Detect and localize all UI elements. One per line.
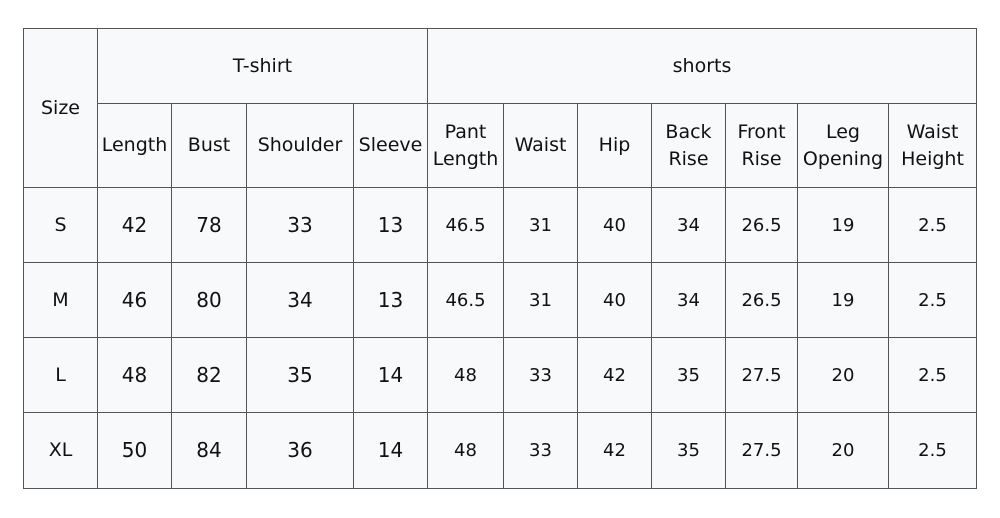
value-cell: 35 bbox=[651, 337, 726, 413]
value-cell: 35 bbox=[651, 412, 726, 489]
value-cell: 14 bbox=[353, 337, 428, 413]
size-cell: S bbox=[23, 187, 98, 263]
column-header: Sleeve bbox=[353, 103, 428, 188]
value-cell: 2.5 bbox=[888, 337, 977, 413]
value-cell: 31 bbox=[503, 187, 578, 263]
size-header: Size bbox=[23, 28, 98, 188]
value-cell: 13 bbox=[353, 187, 428, 263]
value-cell: 46.5 bbox=[427, 262, 504, 338]
group-header-tshirt: T-shirt bbox=[97, 28, 428, 104]
column-header-line: Rise bbox=[668, 147, 709, 170]
table-row: L 48 82 35 14 48 33 42 35 27.5 20 2.5 bbox=[23, 337, 977, 413]
column-header-line: Hip bbox=[598, 134, 631, 156]
size-cell: L bbox=[23, 337, 98, 413]
value-cell: 48 bbox=[427, 337, 504, 413]
value-cell: 34 bbox=[651, 262, 726, 338]
column-header-line: Sleeve bbox=[358, 134, 423, 156]
column-header: Front Rise bbox=[725, 103, 798, 188]
value-cell: 42 bbox=[97, 187, 172, 263]
value-cell: 20 bbox=[797, 412, 889, 489]
value-cell: 35 bbox=[246, 337, 354, 413]
value-cell: 48 bbox=[427, 412, 504, 489]
value-cell: 26.5 bbox=[725, 187, 798, 263]
value-cell: 26.5 bbox=[725, 262, 798, 338]
column-header-line: Rise bbox=[741, 147, 782, 170]
value-cell: 36 bbox=[246, 412, 354, 489]
value-cell: 33 bbox=[503, 337, 578, 413]
column-header: Leg Opening bbox=[797, 103, 889, 188]
column-header: Pant Length bbox=[427, 103, 504, 188]
column-header-line: Length bbox=[101, 134, 168, 156]
value-cell: 34 bbox=[651, 187, 726, 263]
column-header-line: Length bbox=[432, 147, 499, 170]
size-chart-table: Size T-shirt shorts Length Bust Shoulder Sl… bbox=[23, 28, 977, 489]
value-cell: 31 bbox=[503, 262, 578, 338]
value-cell: 2.5 bbox=[888, 262, 977, 338]
value-cell: 33 bbox=[246, 187, 354, 263]
value-cell: 84 bbox=[171, 412, 247, 489]
value-cell: 40 bbox=[577, 262, 652, 338]
value-cell: 14 bbox=[353, 412, 428, 489]
column-header-line: Back bbox=[665, 120, 712, 143]
column-header-line: Height bbox=[901, 147, 964, 170]
value-cell: 19 bbox=[797, 187, 889, 263]
group-header-shorts: shorts bbox=[427, 28, 977, 104]
column-header-line: Front bbox=[737, 120, 786, 143]
value-cell: 27.5 bbox=[725, 337, 798, 413]
column-header: Length bbox=[97, 103, 172, 188]
value-cell: 27.5 bbox=[725, 412, 798, 489]
size-cell: M bbox=[23, 262, 98, 338]
value-cell: 40 bbox=[577, 187, 652, 263]
column-header: Back Rise bbox=[651, 103, 726, 188]
value-cell: 42 bbox=[577, 337, 652, 413]
value-cell: 50 bbox=[97, 412, 172, 489]
column-header: Waist Height bbox=[888, 103, 977, 188]
column-header-line: Waist bbox=[514, 134, 567, 156]
value-cell: 33 bbox=[503, 412, 578, 489]
value-cell: 13 bbox=[353, 262, 428, 338]
column-header-line: Leg bbox=[825, 120, 860, 143]
value-cell: 78 bbox=[171, 187, 247, 263]
column-header: Waist bbox=[503, 103, 578, 188]
column-header: Shoulder bbox=[246, 103, 354, 188]
column-header: Bust bbox=[171, 103, 247, 188]
column-header-line: Pant bbox=[444, 120, 487, 143]
value-cell: 82 bbox=[171, 337, 247, 413]
value-cell: 19 bbox=[797, 262, 889, 338]
size-cell: XL bbox=[23, 412, 98, 489]
value-cell: 2.5 bbox=[888, 187, 977, 263]
column-header-line: Waist bbox=[906, 120, 959, 143]
table-row: XL 50 84 36 14 48 33 42 35 27.5 20 2.5 bbox=[23, 412, 977, 489]
column-header-line: Bust bbox=[187, 134, 231, 156]
column-header-line: Opening bbox=[802, 147, 884, 170]
value-cell: 42 bbox=[577, 412, 652, 489]
table-row: M 46 80 34 13 46.5 31 40 34 26.5 19 2.5 bbox=[23, 262, 977, 338]
value-cell: 80 bbox=[171, 262, 247, 338]
value-cell: 46.5 bbox=[427, 187, 504, 263]
column-header-line: Shoulder bbox=[257, 134, 343, 156]
value-cell: 34 bbox=[246, 262, 354, 338]
column-header: Hip bbox=[577, 103, 652, 188]
value-cell: 46 bbox=[97, 262, 172, 338]
value-cell: 20 bbox=[797, 337, 889, 413]
value-cell: 2.5 bbox=[888, 412, 977, 489]
value-cell: 48 bbox=[97, 337, 172, 413]
table-row: S 42 78 33 13 46.5 31 40 34 26.5 19 2.5 bbox=[23, 187, 977, 263]
